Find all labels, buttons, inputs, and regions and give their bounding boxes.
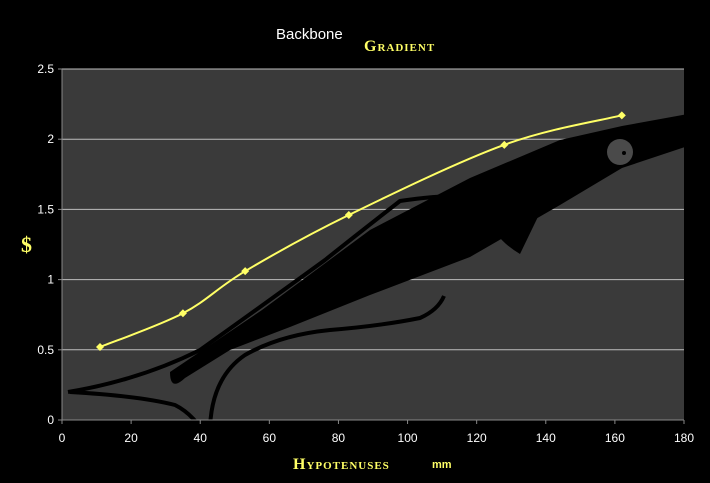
y-axis-label: $ [21, 232, 32, 257]
x-tick-label: 20 [124, 431, 138, 445]
chart-title: Backbone [276, 26, 343, 43]
y-tick-label: 1 [47, 273, 54, 287]
x-axis-unit: mm [432, 459, 452, 471]
x-axis-label: Hypotenuses [293, 456, 390, 473]
data-point-marker [344, 211, 353, 220]
x-axis-ticks: 0 20 40 60 80 100 120 140 160 180 [59, 420, 694, 445]
data-point-marker [178, 309, 187, 318]
x-tick-label: 180 [674, 431, 694, 445]
x-tick-label: 0 [59, 431, 66, 445]
x-tick-label: 80 [332, 431, 346, 445]
x-tick-label: 140 [536, 431, 556, 445]
chart-subtitle: Gradient [364, 38, 435, 55]
y-axis-ticks: 0 0.5 1 1.5 2 2.5 [37, 62, 62, 427]
x-tick-label: 60 [263, 431, 277, 445]
y-tick-label: 2.5 [37, 62, 54, 76]
x-tick-label: 100 [398, 431, 418, 445]
x-tick-label: 40 [194, 431, 208, 445]
data-point-marker [241, 267, 250, 276]
y-tick-label: 0.5 [37, 343, 54, 357]
y-tick-label: 2 [47, 132, 54, 146]
y-tick-label: 1.5 [37, 202, 54, 216]
data-point-marker [617, 111, 626, 120]
fish-silhouette-image [67, 114, 688, 441]
series-layer [96, 111, 626, 351]
data-point-marker [96, 342, 105, 351]
data-point-marker [500, 140, 509, 149]
x-tick-label: 160 [605, 431, 625, 445]
y-tick-label: 0 [47, 413, 54, 427]
x-tick-label: 120 [467, 431, 487, 445]
